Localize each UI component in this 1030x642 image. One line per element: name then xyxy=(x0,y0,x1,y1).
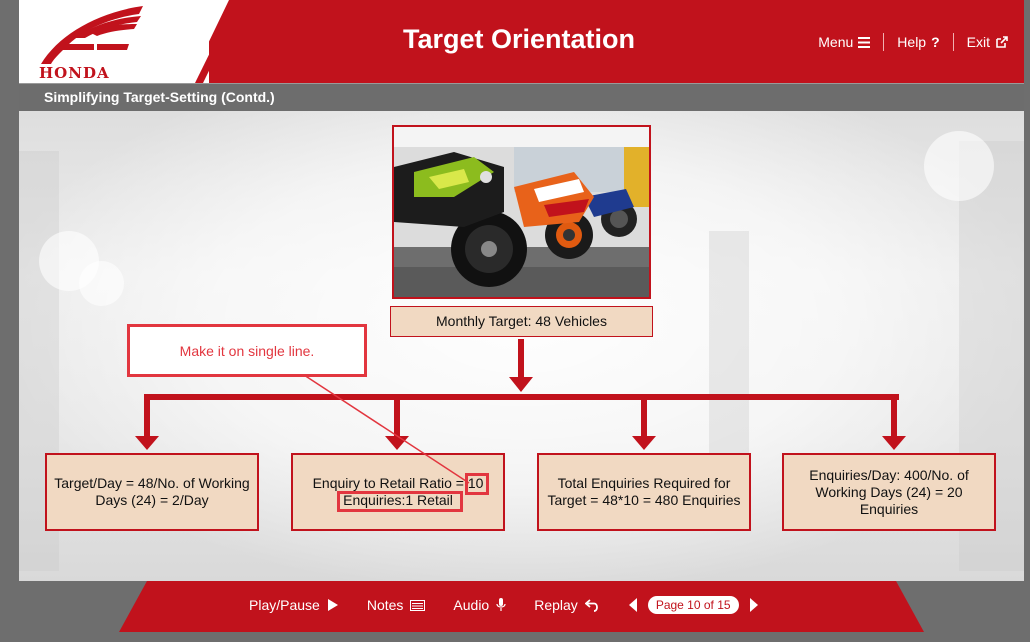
audio-button[interactable]: Audio xyxy=(453,597,506,613)
notes-label: Notes xyxy=(366,597,404,613)
footer-bar xyxy=(119,581,924,632)
menu-label: Menu xyxy=(818,34,854,50)
motorcycle-showroom-image xyxy=(392,125,651,299)
top-nav: Menu Help ? Exit xyxy=(805,33,1008,51)
enquiries-per-day-box: Enquiries/Day: 400/No. of Working Days (… xyxy=(782,453,996,531)
honda-wordmark: HONDA xyxy=(39,64,110,82)
next-page-icon[interactable] xyxy=(749,598,759,612)
play-pause-label: Play/Pause xyxy=(249,597,320,613)
exit-button[interactable]: Exit xyxy=(954,34,1008,50)
honda-wing-logo-icon xyxy=(41,6,143,64)
course-player: HONDA Target Orientation Menu Help ? Exi… xyxy=(19,0,1024,642)
replay-button[interactable]: Replay xyxy=(534,597,600,613)
replay-label: Replay xyxy=(534,597,578,613)
notes-button[interactable]: Notes xyxy=(367,597,426,613)
replay-icon xyxy=(584,598,598,612)
page-indicator: Page 10 of 15 xyxy=(647,596,739,614)
menu-button[interactable]: Menu xyxy=(805,34,883,50)
microphone-icon xyxy=(496,598,506,611)
help-label: Help xyxy=(897,34,927,50)
exit-label: Exit xyxy=(966,34,990,50)
external-link-icon xyxy=(996,35,1008,48)
footer: Play/Pause Notes Audio Replay xyxy=(19,581,1024,642)
help-button[interactable]: Help ? xyxy=(884,34,952,50)
play-pause-button[interactable]: Play/Pause xyxy=(249,597,339,613)
background-bokeh xyxy=(924,131,994,201)
total-enquiries-box: Total Enquiries Required for Target = 48… xyxy=(537,453,751,531)
nav-separator xyxy=(952,33,954,51)
header-divider-stripe xyxy=(169,0,229,83)
slide-content: Monthly Target: 48 Vehicles Target/Day =… xyxy=(19,111,1024,581)
nav-separator xyxy=(883,33,885,51)
section-title: Simplifying Target-Setting (Contd.) xyxy=(44,89,275,105)
comment-highlight-ratio xyxy=(465,473,489,495)
play-icon xyxy=(327,599,338,611)
header: HONDA Target Orientation Menu Help ? Exi… xyxy=(19,0,1024,83)
pager: Page 10 of 15 xyxy=(628,596,759,614)
section-title-bar: Simplifying Target-Setting (Contd.) xyxy=(19,83,1024,111)
hamburger-icon xyxy=(858,36,871,48)
page-title: Target Orientation xyxy=(402,24,636,54)
monthly-target-box: Monthly Target: 48 Vehicles xyxy=(390,306,653,337)
footer-controls: Play/Pause Notes Audio Replay xyxy=(249,596,759,614)
notes-icon xyxy=(410,599,426,611)
audio-label: Audio xyxy=(453,597,490,613)
question-mark-icon: ? xyxy=(931,34,940,50)
comment-highlight-enquiries xyxy=(337,491,463,512)
review-comment[interactable]: Make it on single line. xyxy=(127,324,367,377)
previous-page-icon[interactable] xyxy=(628,598,638,612)
background-bokeh xyxy=(79,261,124,306)
target-per-day-box: Target/Day = 48/No. of Working Days (24)… xyxy=(45,453,259,531)
